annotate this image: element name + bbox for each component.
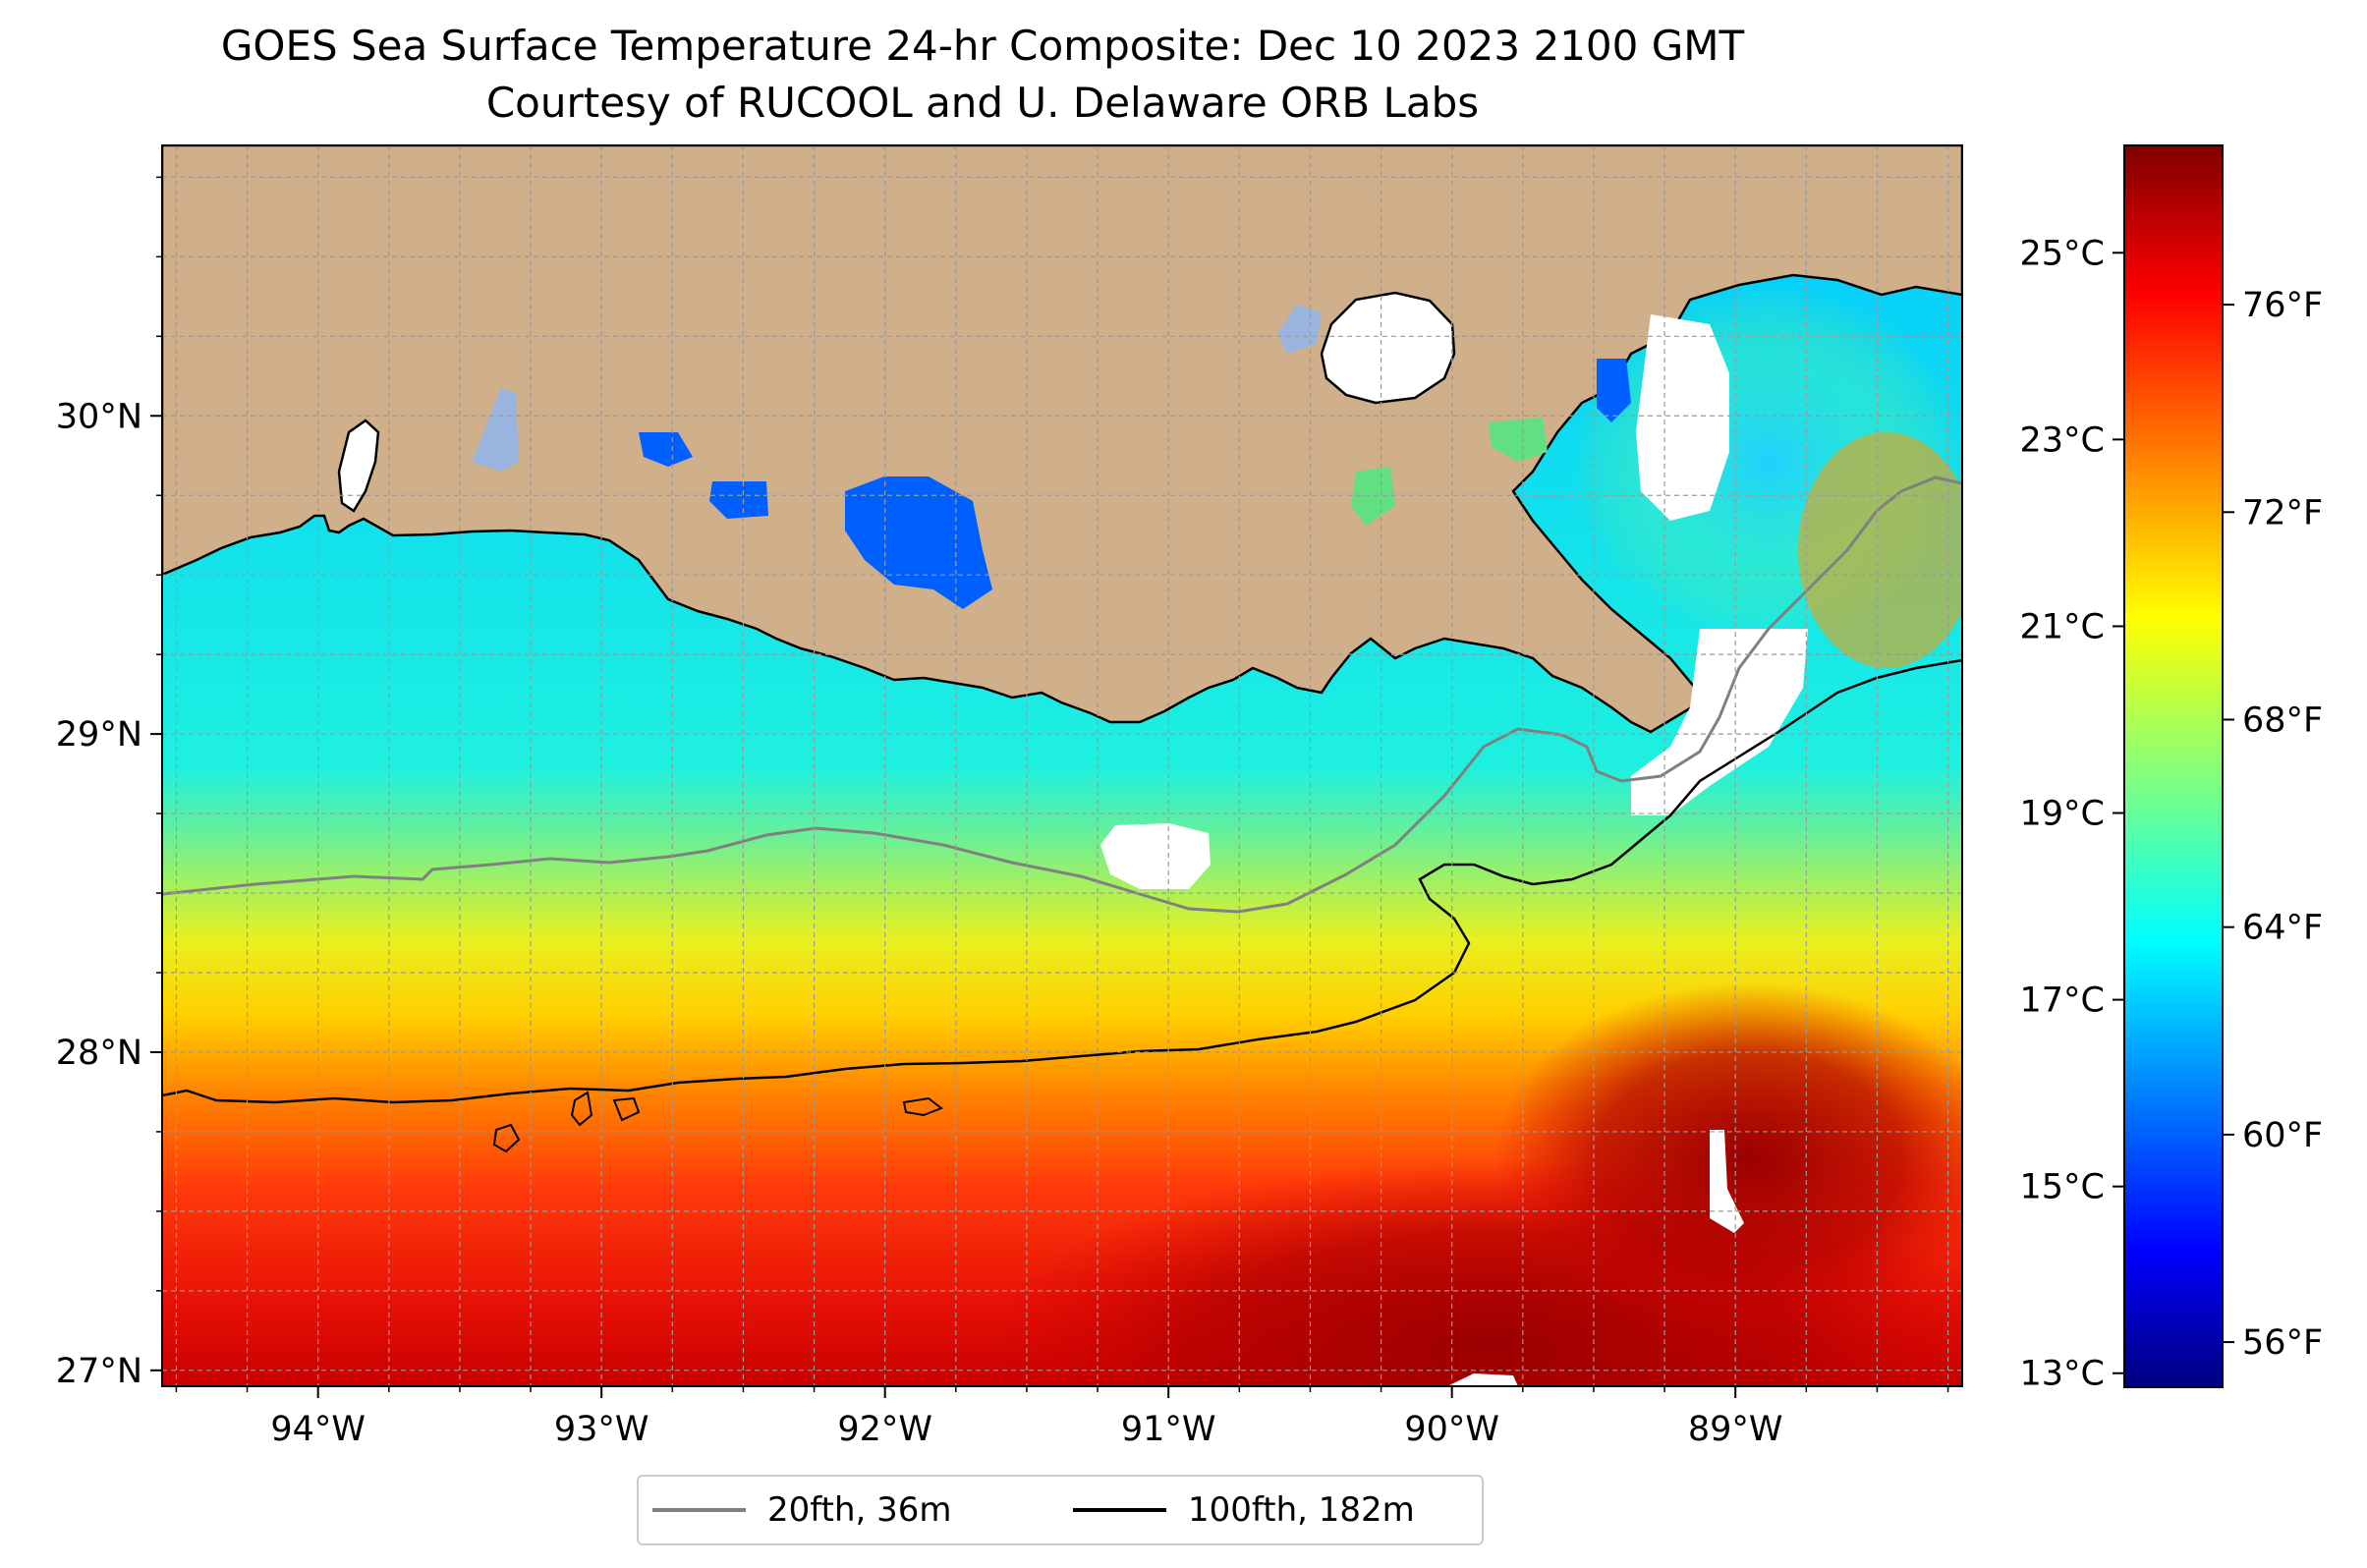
land-mass xyxy=(162,145,1962,734)
legend-line-black xyxy=(1073,1508,1166,1512)
lon-tick-label: 92°W xyxy=(837,1410,932,1449)
warm-shelf-region xyxy=(1798,432,1962,668)
celsius-tick-label: 19°C xyxy=(2020,795,2105,834)
lon-tick-label: 91°W xyxy=(1121,1410,1216,1449)
inland-water-green-1 xyxy=(1351,467,1395,526)
colorbar-fahrenheit-axis: 56°F 60°F 64°F 68°F 72°F 76°F xyxy=(2223,286,2323,1363)
inland-water-green-2 xyxy=(1489,418,1548,462)
fahrenheit-tick-label: 72°F xyxy=(2242,493,2323,532)
map-area xyxy=(162,145,1962,1386)
cloud-gap-offshore xyxy=(1100,823,1211,889)
lat-tick-label: 29°N xyxy=(56,715,142,755)
celsius-tick-label: 15°C xyxy=(2020,1168,2105,1207)
reef-outline-2 xyxy=(570,1091,593,1127)
lon-tick-label: 90°W xyxy=(1404,1410,1499,1449)
cloud-gap-south xyxy=(1449,1373,1518,1386)
longitude-axis: 94°W 93°W 92°W 91°W 90°W 89°W xyxy=(175,1386,1949,1449)
celsius-tick-label: 13°C xyxy=(2020,1355,2105,1394)
map-gridlines xyxy=(162,145,1962,1386)
lon-tick-label: 94°W xyxy=(270,1410,366,1449)
celsius-tick-label: 23°C xyxy=(2020,420,2105,460)
calcasieu-lake xyxy=(337,419,380,513)
warm-region-east xyxy=(1493,982,1962,1336)
reef-outline-4 xyxy=(902,1096,944,1117)
legend-entry-20fth: 20fth, 36m xyxy=(652,1477,952,1543)
lat-tick-label: 27°N xyxy=(56,1352,142,1391)
chart-title: GOES Sea Surface Temperature 24-hr Compo… xyxy=(220,22,1745,70)
fahrenheit-tick-label: 56°F xyxy=(2242,1323,2323,1363)
inland-water-faint-1 xyxy=(472,388,519,472)
isobath-20fth xyxy=(162,476,1962,914)
legend-label-100fth: 100fth, 182m xyxy=(1188,1490,1415,1530)
fahrenheit-tick-label: 76°F xyxy=(2242,286,2323,325)
legend-label-20fth: 20fth, 36m xyxy=(767,1490,952,1530)
inland-water-west xyxy=(639,432,693,467)
lon-tick-label: 93°W xyxy=(554,1410,649,1449)
inland-water-grand-lake xyxy=(709,481,768,519)
latitude-axis: 27°N 28°N 29°N 30°N xyxy=(56,176,162,1391)
fahrenheit-tick-label: 64°F xyxy=(2242,909,2323,948)
legend-entry-100fth: 100fth, 182m xyxy=(1073,1477,1415,1543)
reef-outline-3 xyxy=(612,1096,641,1122)
fahrenheit-tick-label: 68°F xyxy=(2242,700,2323,740)
isobath-legend: 20fth, 36m 100fth, 182m xyxy=(637,1475,1484,1545)
cloud-gap-nearshore xyxy=(1636,314,1729,521)
colorbar xyxy=(2123,144,2224,1388)
lat-tick-label: 30°N xyxy=(56,397,142,436)
celsius-tick-label: 21°C xyxy=(2020,607,2105,646)
map-frame xyxy=(161,144,1963,1387)
cloud-gap-delta xyxy=(1631,629,1808,815)
inland-water-borgne xyxy=(1597,359,1631,422)
celsius-tick-label: 17°C xyxy=(2020,981,2105,1021)
legend-line-gray xyxy=(652,1508,746,1512)
colorbar-celsius-axis: 13°C 15°C 17°C 19°C 21°C 23°C 25°C xyxy=(2020,234,2124,1394)
celsius-tick-label: 25°C xyxy=(2020,234,2105,273)
lat-tick-label: 28°N xyxy=(56,1034,142,1073)
lon-tick-label: 89°W xyxy=(1688,1410,1783,1449)
lake-pontchartrain xyxy=(1320,291,1456,405)
reef-outline-1 xyxy=(492,1123,521,1153)
chart-subtitle: Courtesy of RUCOOL and U. Delaware ORB L… xyxy=(485,79,1480,127)
fahrenheit-tick-label: 60°F xyxy=(2242,1116,2323,1155)
